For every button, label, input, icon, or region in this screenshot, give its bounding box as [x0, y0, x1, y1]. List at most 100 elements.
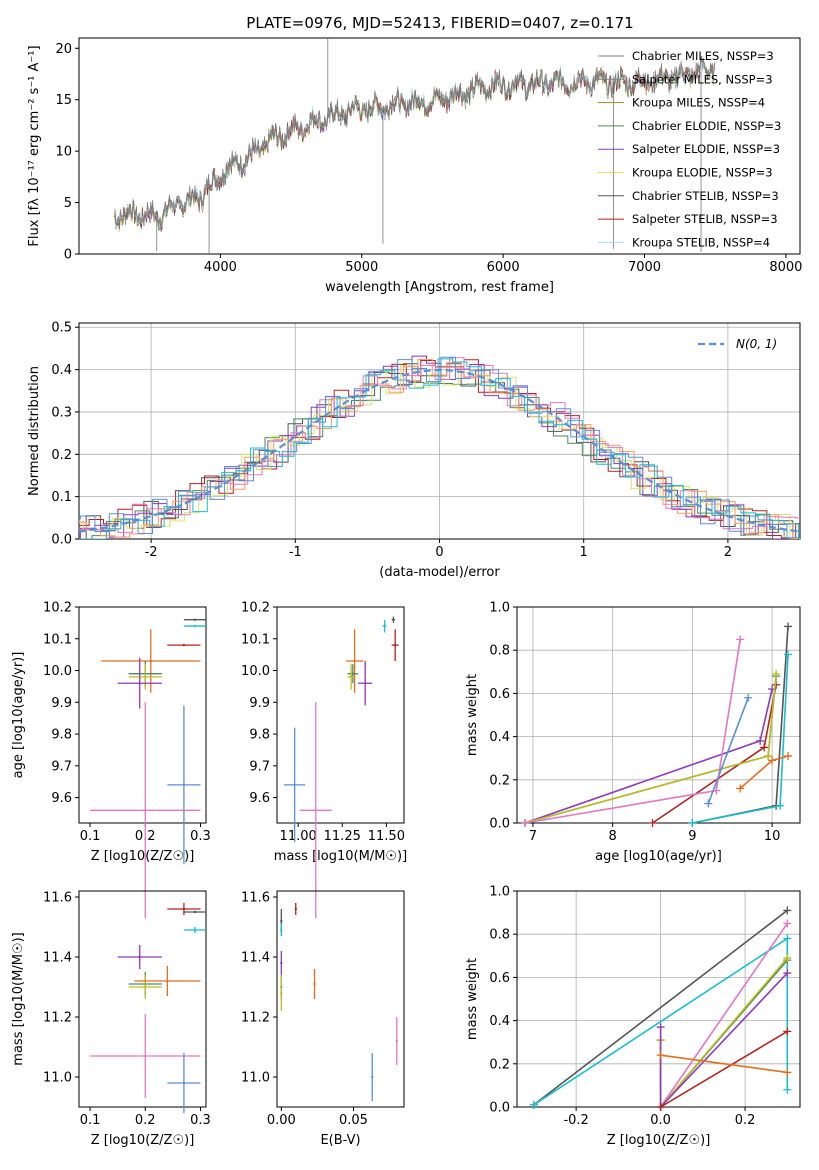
y-tick-label: 9.6	[249, 791, 270, 806]
y-tick-label: 9.7	[51, 759, 72, 774]
x-tick-label: 0.2	[135, 1113, 156, 1128]
x-tick-label: 9	[688, 829, 696, 844]
y-tick-label: 0.1	[51, 490, 72, 505]
weight-line	[524, 639, 741, 824]
mass-vs-metallicity-panel: 0.1 0.2 0.3 11.0 11.2 11.4 11.6 Z [log10(Z/Z☉)]…	[11, 890, 211, 1148]
legend-entry: Chabrier STELIB, NSSP=3	[632, 189, 779, 203]
data-point	[280, 928, 283, 932]
legend-entry: Salpeter MILES, NSSP=3	[632, 72, 773, 86]
data-point	[182, 1081, 186, 1085]
axes-frame	[516, 606, 801, 824]
weight-line	[692, 654, 789, 824]
data-point	[144, 809, 147, 812]
data-point	[193, 910, 197, 914]
weight-marker	[736, 635, 745, 644]
x-axis-label: mass [log10(M/M☉)]	[274, 849, 407, 864]
weight-marker	[783, 969, 792, 978]
weight-marker	[656, 1023, 665, 1032]
x-tick-label: -0.2	[563, 1113, 588, 1128]
weight-marker	[768, 756, 777, 765]
x-tick-label: 8	[609, 829, 617, 844]
x-tick-label: -1	[289, 545, 302, 560]
x-tick-label: 11.50	[368, 829, 405, 844]
age-vs-mass-panel: 11.00 11.25 11.50 9.6 9.7 9.8 9.9 10.0 10.1 10.2 m…	[241, 601, 407, 919]
y-tick-label: 11.4	[241, 951, 270, 966]
weight-line	[533, 909, 788, 1106]
y-tick-label: 10.2	[241, 601, 270, 616]
weight-marker	[783, 1027, 792, 1036]
histogram-step	[79, 363, 800, 539]
age-vs-metallicity-panel: 0.1 0.2 0.39.69.79.89.910.010.110.2Z [log1…	[11, 601, 211, 919]
y-tick-label: 11.2	[43, 1011, 72, 1026]
y-tick-label: 9.9	[51, 696, 72, 711]
y-tick-label: 1.0	[489, 601, 510, 616]
x-tick-label: 7000	[628, 260, 661, 275]
weight-marker	[784, 752, 793, 761]
x-tick-label: 0.1	[80, 829, 101, 844]
spectrum-panel: 4000 5000 6000 7000 8000 0 5 10 15 20 wavelength […	[27, 37, 802, 295]
y-tick-label: 0.8	[489, 928, 510, 943]
y-tick-label: 10.1	[241, 632, 270, 647]
legend-entry: Salpeter ELODIE, NSSP=3	[632, 142, 780, 156]
data-point	[144, 675, 147, 679]
y-tick-label: 11.6	[241, 891, 270, 906]
weight-marker	[529, 1100, 538, 1109]
weight-marker	[783, 1068, 792, 1077]
y-tick-label: 0.2	[489, 1057, 510, 1072]
data-point	[363, 682, 367, 685]
x-tick-label: 1	[580, 545, 588, 560]
data-point	[193, 928, 197, 932]
y-axis-label: Flux [fλ 10⁻¹⁷ erg cm⁻² s⁻¹ A⁻¹]	[27, 45, 42, 246]
y-tick-label: 0.4	[489, 1014, 510, 1029]
y-tick-label: 11.4	[43, 951, 72, 966]
axes-frame	[516, 890, 801, 1108]
weight-marker	[784, 650, 793, 659]
y-axis-label: Normed distribution	[27, 366, 42, 496]
y-tick-label: 0.4	[51, 363, 72, 378]
data-point	[193, 624, 197, 628]
data-point	[349, 675, 353, 679]
data-point	[371, 1075, 374, 1079]
x-tick-label: 8000	[769, 260, 802, 275]
y-tick-label: 0.3	[51, 405, 72, 420]
data-point	[138, 682, 141, 685]
data-point	[182, 907, 186, 911]
x-tick-label: 0.1	[80, 1113, 101, 1128]
spectrum-line	[114, 63, 716, 232]
x-axis-label: E(B-V)	[320, 1133, 360, 1148]
axes-frame	[78, 606, 207, 824]
y-tick-label: 10.0	[241, 664, 270, 679]
y-tick-label: 20	[55, 42, 72, 57]
data-point	[138, 955, 141, 959]
data-point	[294, 907, 297, 911]
data-point	[144, 1054, 147, 1058]
x-tick-label: 0.2	[735, 1113, 756, 1128]
y-tick-label: 10.0	[43, 664, 72, 679]
spectrum-line	[114, 60, 716, 233]
data-point	[313, 982, 316, 986]
x-tick-label: 4000	[204, 260, 237, 275]
weight-line	[692, 626, 789, 824]
y-tick-label: 0.0	[51, 533, 72, 548]
histogram-step	[79, 358, 800, 539]
spectrum-line	[114, 57, 715, 229]
x-tick-label: 0.3	[190, 829, 211, 844]
y-axis-label: mass weight	[465, 958, 480, 1040]
y-tick-label: 10.1	[43, 632, 72, 647]
data-point	[166, 979, 169, 983]
data-point	[182, 783, 186, 787]
weight-line	[707, 697, 749, 804]
x-tick-label: 6000	[487, 260, 520, 275]
x-axis-label: Z [log10(Z/Z☉)]	[91, 1133, 195, 1148]
weight-marker	[783, 953, 792, 962]
weight-marker	[704, 799, 713, 808]
weight-marker	[656, 1051, 665, 1060]
data-point	[353, 659, 356, 663]
x-tick-label: 11.00	[280, 829, 317, 844]
histogram-step	[79, 359, 800, 539]
mass-weight-vs-age-panel: 7 8 9 10 0.0 0.2 0.4 0.6 0.8 1.0 age [log10(age/yr…	[465, 601, 801, 864]
axes-frame	[78, 890, 207, 1108]
y-axis-label: mass [log10(M/M☉)]	[11, 932, 26, 1065]
y-tick-label: 10	[55, 145, 72, 160]
y-tick-label: 11.2	[241, 1011, 270, 1026]
